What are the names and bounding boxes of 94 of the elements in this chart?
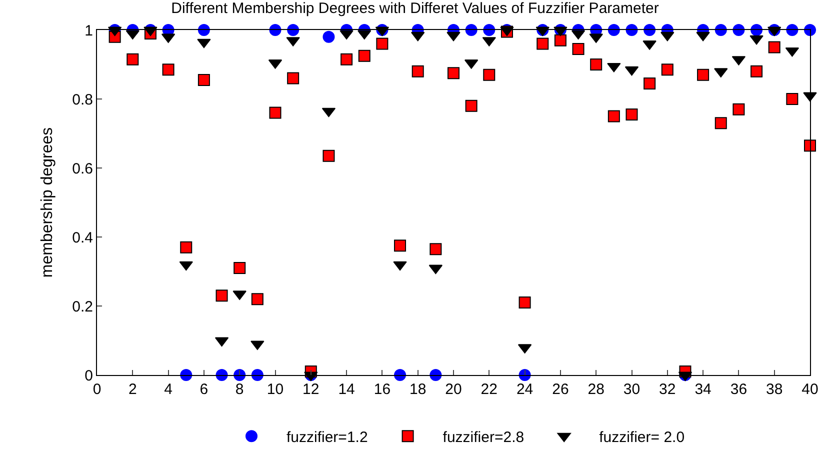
point xyxy=(197,38,211,48)
point xyxy=(126,53,139,66)
x-tick-label: 26 xyxy=(552,381,569,398)
x-tick-label: 28 xyxy=(588,381,604,398)
point xyxy=(322,30,335,43)
point xyxy=(251,293,264,306)
legend-label: fuzzifier=2.8 xyxy=(442,428,524,446)
point xyxy=(644,24,656,36)
legend-label: fuzzifier= 2.0 xyxy=(599,428,685,446)
x-tick-label: 32 xyxy=(659,381,676,398)
point xyxy=(644,77,656,90)
point xyxy=(179,261,193,271)
point xyxy=(234,369,246,381)
point xyxy=(251,369,264,381)
point xyxy=(697,68,710,81)
point xyxy=(483,24,496,36)
point xyxy=(234,262,246,274)
point xyxy=(448,67,460,80)
point xyxy=(394,369,406,381)
point xyxy=(376,38,388,50)
x-tick-label: 36 xyxy=(730,381,748,398)
point xyxy=(180,241,192,254)
point xyxy=(786,93,798,105)
point xyxy=(340,53,353,66)
point xyxy=(714,24,727,36)
point xyxy=(430,243,442,256)
point xyxy=(358,50,370,62)
x-tick-label: 40 xyxy=(802,381,818,398)
y-axis-title: membership degrees xyxy=(39,127,56,278)
point xyxy=(660,32,674,42)
point xyxy=(394,240,406,252)
point xyxy=(269,24,282,36)
point xyxy=(536,38,549,50)
point xyxy=(626,108,638,121)
point xyxy=(607,62,621,72)
x-tick-label: 10 xyxy=(266,381,284,398)
x-tick-label: 14 xyxy=(338,381,355,398)
x-tick-label: 38 xyxy=(766,381,783,398)
x-tick-label: 20 xyxy=(445,381,462,398)
point xyxy=(269,106,282,119)
y-tick-label: 0.4 xyxy=(72,229,93,246)
point xyxy=(198,74,210,86)
x-tick-label: 30 xyxy=(623,381,640,398)
point xyxy=(518,296,531,309)
chart-title: Different Membership Degrees with Differet Values of Fuzzifier Parameter xyxy=(171,0,659,17)
point xyxy=(572,42,584,55)
x-tick-label: 8 xyxy=(235,381,244,398)
x-tick-label: 4 xyxy=(164,381,172,398)
point xyxy=(518,369,531,381)
point xyxy=(446,32,460,42)
x-tick-label: 2 xyxy=(128,381,137,398)
x-tick-label: 12 xyxy=(302,381,320,398)
point xyxy=(554,34,566,46)
point xyxy=(216,369,228,381)
point xyxy=(198,24,210,36)
point xyxy=(714,117,727,130)
point xyxy=(750,35,764,45)
point xyxy=(412,65,424,78)
y-tick-label: 0.2 xyxy=(72,298,93,316)
x-tick-label: 22 xyxy=(480,381,498,398)
point xyxy=(411,32,425,42)
x-tick-label: 6 xyxy=(200,381,208,398)
point xyxy=(465,100,478,112)
x-tick-label: 16 xyxy=(374,381,391,398)
point xyxy=(180,369,192,381)
point xyxy=(750,65,763,78)
legend-label: fuzzifier=1.2 xyxy=(286,428,368,446)
x-tick-label: 24 xyxy=(516,381,534,398)
point xyxy=(322,150,335,162)
point xyxy=(661,64,674,76)
point xyxy=(768,41,780,54)
point xyxy=(732,103,745,116)
x-tick-label: 18 xyxy=(410,381,426,398)
y-tick-label: 0.6 xyxy=(72,160,93,178)
x-tick-label: 34 xyxy=(694,381,712,398)
point xyxy=(430,369,442,381)
point xyxy=(162,64,174,76)
y-tick-label: 1 xyxy=(84,22,93,40)
point xyxy=(696,32,710,42)
point xyxy=(393,261,407,271)
point xyxy=(287,72,300,84)
point xyxy=(465,24,478,36)
point xyxy=(216,290,228,302)
point xyxy=(483,68,496,81)
y-tick-label: 0 xyxy=(84,367,93,384)
y-tick-label: 0.8 xyxy=(72,91,93,108)
point xyxy=(732,24,745,36)
point xyxy=(626,24,638,36)
point xyxy=(786,24,798,36)
point xyxy=(608,110,620,122)
point xyxy=(804,140,816,152)
point xyxy=(608,24,620,36)
point xyxy=(590,58,602,70)
point xyxy=(287,24,300,36)
